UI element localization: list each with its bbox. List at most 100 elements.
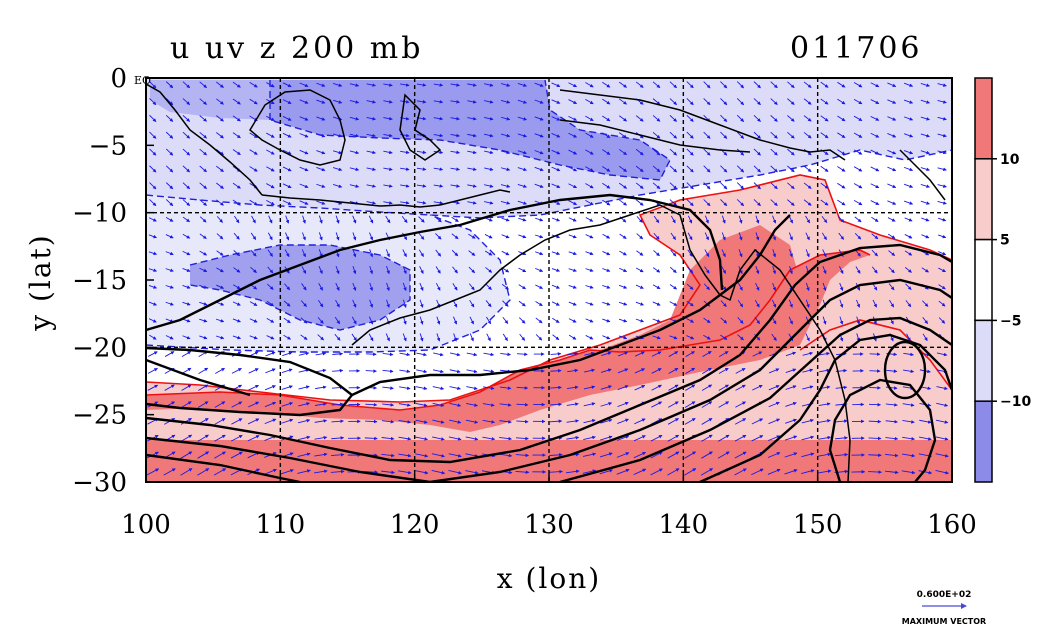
- wind-vector: [535, 301, 543, 307]
- wind-vector: [433, 133, 444, 138]
- wind-vector: [887, 166, 897, 172]
- wind-vector: [332, 99, 343, 104]
- x-tick-label: 100: [121, 510, 171, 540]
- wind-vector: [738, 215, 743, 224]
- wind-vector: [368, 215, 374, 224]
- wind-vector: [651, 368, 662, 374]
- wind-vector: [534, 234, 544, 239]
- wind-vector: [352, 215, 357, 224]
- wind-vector: [784, 469, 798, 475]
- wind-vector: [771, 333, 777, 341]
- wind-vector: [635, 165, 644, 173]
- wind-vector: [165, 148, 174, 156]
- wind-vector: [484, 234, 493, 239]
- wind-vector: [751, 435, 764, 442]
- wind-vector: [684, 468, 697, 476]
- wind-vector: [165, 268, 174, 272]
- wind-vector: [216, 250, 224, 256]
- wind-vector: [483, 369, 495, 374]
- wind-vector: [517, 150, 528, 155]
- wind-vector: [534, 116, 544, 121]
- wind-vector: [399, 352, 411, 357]
- wind-vector: [416, 83, 427, 87]
- wind-vector: [935, 436, 949, 441]
- wind-vector: [652, 165, 661, 173]
- wind-vector: [450, 133, 460, 138]
- wind-vector: [888, 266, 895, 274]
- wind-vector: [216, 199, 224, 206]
- wind-vector: [869, 386, 881, 390]
- wind-vector: [868, 419, 882, 424]
- wind-vector: [636, 250, 644, 256]
- wind-vector: [602, 132, 611, 139]
- wind-vector: [334, 316, 341, 325]
- wind-vector: [148, 217, 157, 222]
- wind-vector: [450, 167, 460, 171]
- wind-vector: [650, 451, 663, 459]
- wind-vector: [149, 114, 157, 122]
- wind-vector: [400, 167, 410, 171]
- wind-vector: [248, 368, 259, 374]
- wind-vector: [551, 133, 561, 138]
- wind-vector: [453, 316, 458, 325]
- wind-vector: [602, 318, 611, 323]
- wind-vector: [149, 148, 157, 156]
- wind-vector: [820, 132, 829, 139]
- wind-vector: [736, 182, 745, 190]
- wind-vector: [366, 150, 376, 155]
- wind-vector: [316, 166, 326, 172]
- wind-vector: [768, 418, 781, 425]
- wind-vector: [720, 182, 728, 190]
- wind-vector: [232, 81, 241, 88]
- wind-vector: [805, 232, 810, 241]
- wind-vector: [701, 434, 713, 442]
- wind-vector: [467, 201, 477, 205]
- wind-vector: [516, 419, 529, 424]
- wind-vector: [936, 386, 948, 391]
- wind-vector: [652, 267, 661, 273]
- wind-vector: [565, 469, 580, 474]
- wind-vector: [216, 267, 224, 273]
- wind-vector: [199, 131, 207, 139]
- wind-vector: [651, 384, 662, 391]
- wind-vector: [868, 436, 882, 441]
- wind-vector: [705, 215, 709, 224]
- wind-vector: [199, 284, 208, 289]
- wind-vector: [452, 283, 458, 291]
- wind-vector: [468, 283, 475, 291]
- wind-vector: [149, 182, 157, 190]
- wind-vector: [549, 469, 563, 474]
- wind-vector: [382, 403, 395, 407]
- wind-vector: [652, 131, 661, 139]
- wind-vector: [886, 369, 898, 373]
- wind-vector: [316, 82, 326, 87]
- wind-vector: [482, 403, 495, 407]
- wind-vector: [450, 184, 460, 188]
- wind-vector: [314, 469, 328, 474]
- wind-vector: [784, 452, 798, 458]
- wind-vector: [297, 435, 311, 441]
- wind-vector: [667, 451, 680, 459]
- wind-vector: [772, 282, 777, 292]
- wind-vector: [453, 333, 457, 342]
- wind-vector: [736, 165, 745, 173]
- wind-vector: [232, 98, 241, 105]
- wind-vector: [687, 215, 693, 224]
- wind-vector: [450, 100, 460, 104]
- wind-vector: [416, 184, 427, 188]
- wind-vector: [837, 199, 846, 206]
- wind-vector: [854, 233, 862, 240]
- wind-vector: [551, 284, 560, 289]
- wind-vector: [566, 385, 579, 390]
- wind-vector: [853, 149, 863, 155]
- wind-vector: [148, 268, 158, 272]
- wind-vector: [386, 265, 390, 275]
- wind-vector: [686, 98, 694, 106]
- wind-vector: [148, 351, 158, 357]
- wind-vector: [618, 165, 628, 172]
- wind-vector: [789, 265, 793, 275]
- wind-vector: [670, 215, 676, 224]
- neg-edge-1: [146, 149, 952, 219]
- x-tick-label: 140: [659, 510, 709, 540]
- wind-vector: [668, 401, 679, 408]
